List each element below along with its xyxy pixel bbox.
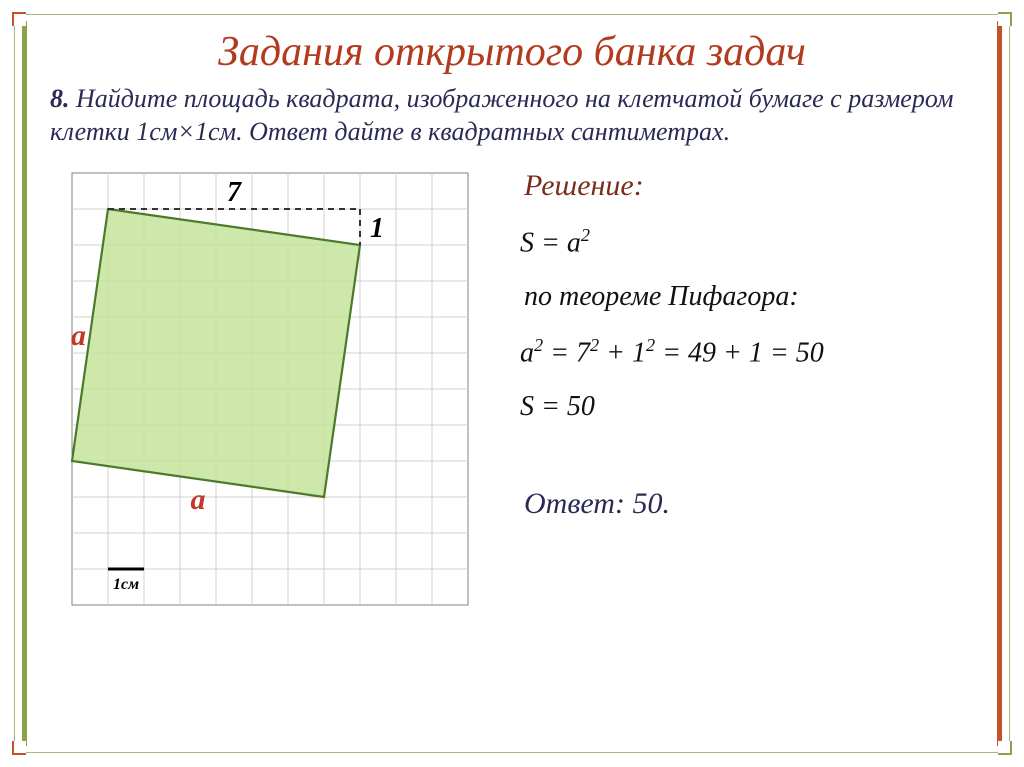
answer-value: 50. [632, 487, 670, 520]
problem-number: 8. [50, 84, 70, 113]
corner-bottom-right [998, 741, 1012, 755]
slide-title: Задания открытого банка задач [44, 28, 980, 76]
formula-calc: a2 = 72 + 12 = 49 + 1 = 50 [520, 335, 980, 369]
svg-text:a: a [191, 483, 206, 516]
formula-area: S = a2 [520, 225, 980, 259]
corner-bottom-left [12, 741, 26, 755]
pythagoras-text: по теореме Пифагора: [524, 281, 980, 313]
problem-statement: 8. Найдите площадь квадрата, изображенно… [50, 82, 974, 149]
problem-text: Найдите площадь квадрата, изображенного … [50, 84, 953, 146]
content-area: Задания открытого банка задач 8. Найдите… [44, 28, 980, 739]
formula-result: S = 50 [520, 391, 980, 423]
solution-block: Решение: S = a2 по теореме Пифагора: a2 … [510, 163, 980, 638]
corner-top-left [12, 12, 26, 26]
answer-label: Ответ: [524, 487, 625, 520]
svg-text:1см: 1см [113, 576, 139, 593]
solution-heading: Решение: [524, 169, 980, 203]
diagram-svg: 7 1 a a 1см [62, 163, 482, 633]
corner-top-right [998, 12, 1012, 26]
svg-text:a: a [71, 319, 86, 352]
diagram-container: 7 1 a a 1см [62, 163, 482, 638]
main-row: 7 1 a a 1см Решение: S = a2 по теореме Пифаг… [44, 163, 980, 638]
answer-line: Ответ: 50. [524, 487, 980, 521]
svg-text:1: 1 [370, 213, 384, 244]
accent-stripe-left [22, 21, 27, 746]
svg-text:7: 7 [227, 177, 242, 208]
accent-stripe-right [997, 21, 1002, 746]
